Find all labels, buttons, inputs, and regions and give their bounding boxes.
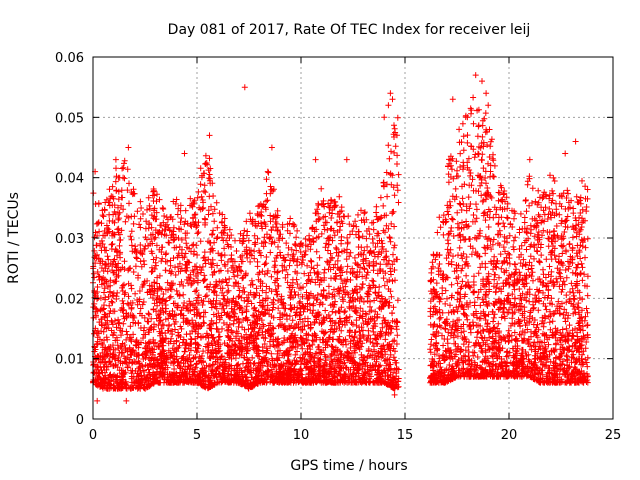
y-tick-label: 0.06 [55, 51, 84, 66]
scatter-points [90, 72, 591, 404]
y-tick-label: 0.03 [55, 232, 84, 247]
chart-title: Day 081 of 2017, Rate Of TEC Index for r… [168, 22, 531, 38]
y-tick-label: 0.02 [55, 292, 84, 307]
scatter-markers [90, 72, 591, 404]
x-axis-label: GPS time / hours [290, 458, 407, 474]
y-tick-label: 0.05 [55, 111, 84, 126]
axis-ticks: 0 5 10 15 20 25 0 0.01 0.02 0.03 0.04 0.05 0.06 [55, 51, 621, 443]
y-axis-label: ROTI / TECUs [6, 192, 22, 284]
y-tick-label: 0.01 [55, 353, 84, 368]
x-tick-label: 25 [605, 428, 622, 443]
x-tick-label: 10 [293, 428, 310, 443]
x-tick-label: 15 [397, 428, 414, 443]
y-tick-label: 0 [76, 413, 84, 428]
x-tick-label: 5 [193, 428, 201, 443]
x-tick-label: 20 [501, 428, 518, 443]
x-tick-label: 0 [89, 428, 97, 443]
y-tick-label: 0.04 [55, 172, 84, 187]
